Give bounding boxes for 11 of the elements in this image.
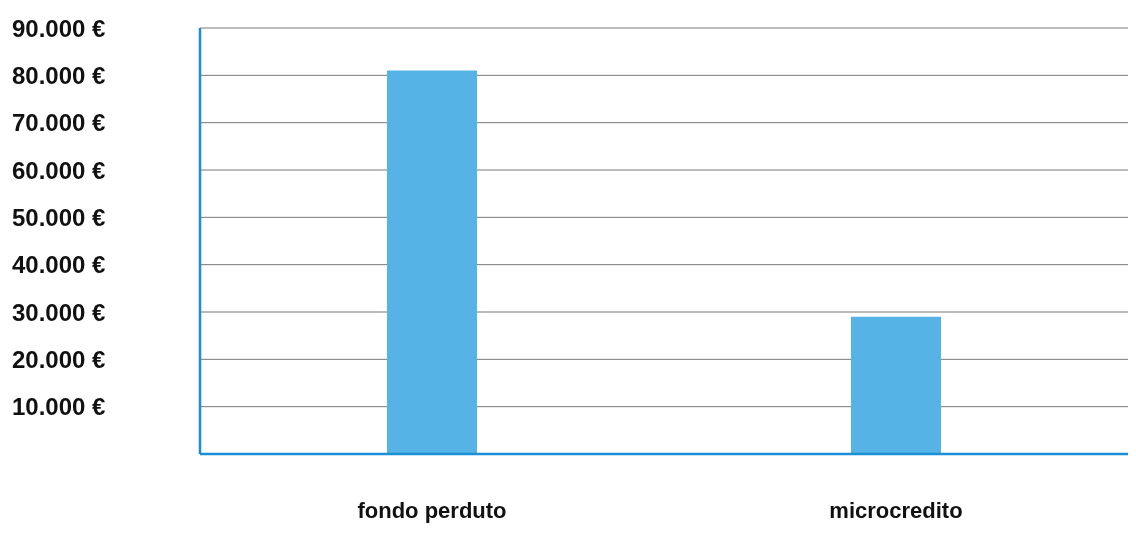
y-tick-label: 40.000 €: [12, 251, 106, 279]
y-tick-label: 80.000 €: [12, 61, 106, 89]
y-tick-label: 20.000 €: [12, 345, 106, 373]
y-tick-label: 90.000 €: [12, 14, 106, 42]
x-tick-label: fondo perduto: [357, 497, 507, 523]
y-tick-label: 30.000 €: [12, 298, 106, 326]
y-tick-label: 10.000 €: [12, 393, 106, 421]
y-tick-label: 70.000 €: [12, 109, 106, 137]
y-tick-label: 60.000 €: [12, 156, 106, 184]
y-tick-label: 50.000 €: [12, 203, 106, 231]
x-tick-label: microcredito: [829, 497, 963, 523]
